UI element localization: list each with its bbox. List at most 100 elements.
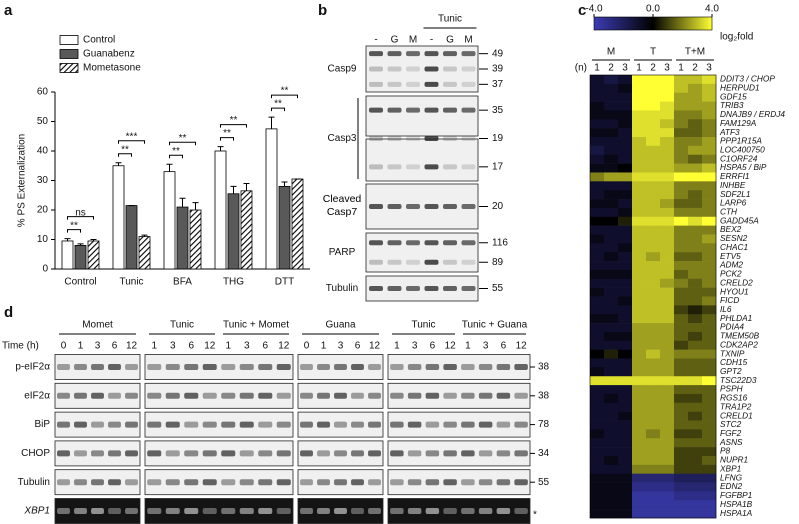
band — [478, 392, 493, 399]
heatmap-cell — [632, 128, 647, 138]
heatmap-cell — [688, 83, 703, 94]
band — [276, 364, 291, 370]
heatmap-cell — [646, 402, 661, 412]
band — [147, 392, 162, 399]
band — [125, 421, 138, 428]
error-bar — [217, 146, 224, 151]
heatmap-cell — [590, 101, 605, 111]
heatmap-cell — [632, 92, 647, 102]
band — [369, 240, 383, 246]
bar — [176, 206, 189, 270]
band — [369, 286, 383, 291]
heatmap-cell — [632, 438, 647, 448]
band — [496, 421, 511, 428]
heatmap-cell — [604, 314, 619, 324]
heatmap-cell — [604, 331, 619, 342]
size-marker: 38 — [538, 390, 550, 401]
heatmap-cell — [618, 491, 633, 501]
heatmap-cell — [604, 420, 619, 430]
heatmap-cell — [702, 110, 717, 120]
bar — [112, 165, 125, 270]
band — [407, 364, 422, 370]
gene-label: GADD45A — [720, 215, 759, 225]
heatmap-cell — [618, 305, 633, 315]
heatmap-cell — [702, 358, 717, 368]
heatmap-cell — [604, 305, 619, 315]
band — [57, 479, 70, 486]
heatmap-cell — [674, 110, 689, 120]
bar — [87, 240, 100, 270]
band — [258, 392, 273, 399]
time-point: 1 — [321, 341, 327, 352]
significance-label: ** — [274, 99, 282, 110]
time-point: 3 — [95, 341, 101, 352]
significance-bracket — [118, 153, 132, 157]
heatmap-cell — [702, 385, 717, 395]
heatmap-cell — [688, 305, 703, 315]
blot-label: Casp9 — [328, 64, 357, 75]
panel-label: c — [578, 2, 586, 19]
error-bar — [115, 162, 122, 166]
gene-label: CRELD2 — [720, 277, 753, 287]
heatmap-cell — [590, 402, 605, 412]
heatmap-cell — [702, 119, 717, 129]
heatmap-cell — [618, 101, 633, 111]
heatmap-cell — [632, 154, 647, 164]
heatmap-cell — [604, 243, 619, 253]
time-point: 3 — [483, 341, 489, 352]
heatmap-cell — [660, 393, 675, 404]
band — [317, 450, 330, 457]
heatmap-cell — [702, 491, 717, 501]
band — [387, 136, 402, 141]
heatmap-cell — [632, 358, 647, 368]
heatmap-cell — [702, 438, 717, 448]
time-point: 1 — [394, 341, 400, 352]
heatmap-cell — [632, 314, 647, 324]
band — [443, 204, 457, 209]
bar — [189, 209, 202, 270]
heatmap-cell — [660, 349, 675, 359]
y-tick-label: 20 — [37, 205, 49, 216]
band — [221, 479, 236, 486]
heatmap-cell — [604, 269, 619, 280]
band — [57, 392, 70, 399]
band — [514, 421, 528, 428]
heatmap-cell — [674, 243, 689, 253]
heatmap-cell — [646, 393, 661, 404]
legend-label: Mometasone — [83, 63, 141, 74]
heatmap-cell — [688, 92, 703, 102]
heatmap-cell — [688, 269, 703, 280]
heatmap-cell — [688, 323, 703, 333]
heatmap-cell — [660, 500, 675, 510]
heatmap-cell — [660, 287, 675, 297]
replicate-label: 1 — [636, 63, 642, 74]
band — [300, 508, 313, 514]
heatmap-cell — [646, 340, 661, 350]
heatmap-cell — [660, 473, 675, 483]
size-marker: 38 — [538, 362, 550, 373]
heatmap-cell — [646, 269, 661, 280]
band — [91, 364, 104, 370]
heatmap-cell — [646, 154, 661, 164]
band — [461, 107, 476, 113]
heatmap-cell — [674, 119, 689, 129]
heatmap-cell — [632, 323, 647, 333]
heatmap-cell — [646, 331, 661, 342]
band — [74, 421, 87, 428]
band — [334, 450, 347, 457]
band — [514, 392, 528, 399]
heatmap-cell — [646, 181, 661, 191]
y-tick-label: 50 — [37, 116, 49, 127]
heatmap-cell — [590, 314, 605, 324]
heatmap-cell — [618, 314, 633, 324]
heatmap-cell — [688, 367, 703, 377]
heatmap-cell — [674, 128, 689, 138]
band — [221, 450, 236, 457]
heatmap-cell — [688, 216, 703, 226]
heatmap-cell — [702, 92, 717, 102]
heatmap-cell — [702, 101, 717, 111]
band — [496, 508, 511, 514]
heatmap-cell — [674, 181, 689, 191]
heatmap-cell — [674, 207, 689, 218]
heatmap-cell — [660, 340, 675, 350]
